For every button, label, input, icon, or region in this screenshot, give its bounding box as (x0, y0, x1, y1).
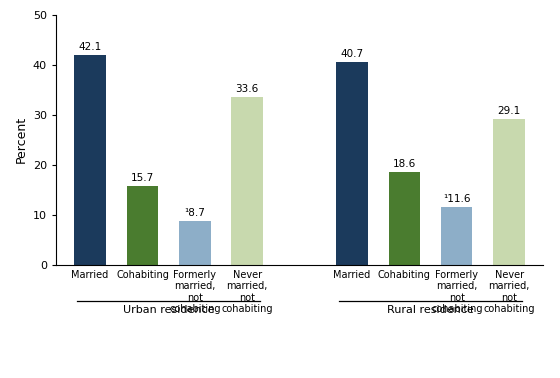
Text: ¹11.6: ¹11.6 (443, 194, 470, 204)
Bar (441, 207, 473, 265)
Bar (389, 172, 420, 265)
Y-axis label: Percent: Percent (15, 116, 27, 163)
Text: Cohabiting: Cohabiting (378, 270, 431, 280)
Bar (127, 186, 158, 265)
Text: Cohabiting: Cohabiting (116, 270, 169, 280)
Bar (336, 62, 368, 265)
Text: 40.7: 40.7 (340, 48, 363, 59)
Text: Urban residence: Urban residence (123, 305, 214, 314)
Bar (179, 221, 211, 265)
Text: Formerly
married,
not
cohabiting: Formerly married, not cohabiting (431, 270, 483, 314)
Text: 29.1: 29.1 (497, 107, 521, 116)
Text: Never
married,
not
cohabiting: Never married, not cohabiting (483, 270, 535, 314)
Text: 18.6: 18.6 (393, 159, 416, 169)
Bar (231, 97, 263, 265)
Bar (74, 54, 106, 265)
Text: 15.7: 15.7 (131, 173, 154, 183)
Text: Never
married,
not
cohabiting: Never married, not cohabiting (221, 270, 273, 314)
Text: 33.6: 33.6 (236, 84, 259, 94)
Bar (493, 119, 525, 265)
Text: ¹8.7: ¹8.7 (184, 208, 206, 218)
Text: Married: Married (72, 270, 109, 280)
Text: Formerly
married,
not
cohabiting: Formerly married, not cohabiting (169, 270, 221, 314)
Text: Married: Married (333, 270, 371, 280)
Text: Rural residence: Rural residence (387, 305, 474, 314)
Text: 42.1: 42.1 (78, 42, 102, 51)
